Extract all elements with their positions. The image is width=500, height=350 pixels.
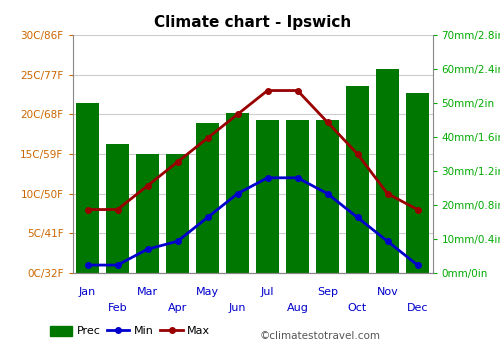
Text: Jan: Jan <box>79 287 96 297</box>
Text: Dec: Dec <box>407 303 428 313</box>
Text: Aug: Aug <box>286 303 308 313</box>
Text: Apr: Apr <box>168 303 187 313</box>
Bar <box>106 144 129 273</box>
Text: Jul: Jul <box>261 287 274 297</box>
Text: Mar: Mar <box>137 287 158 297</box>
Text: Nov: Nov <box>376 287 398 297</box>
Text: Jun: Jun <box>229 303 246 313</box>
Legend: Prec, Min, Max: Prec, Min, Max <box>46 321 214 341</box>
Text: May: May <box>196 287 219 297</box>
Text: Sep: Sep <box>317 287 338 297</box>
Bar <box>76 103 99 273</box>
Title: Climate chart - Ipswich: Climate chart - Ipswich <box>154 15 351 30</box>
Bar <box>226 113 249 273</box>
Bar <box>316 120 339 273</box>
Bar <box>256 120 279 273</box>
Text: Oct: Oct <box>348 303 367 313</box>
Bar <box>346 86 369 273</box>
Text: Feb: Feb <box>108 303 128 313</box>
Bar <box>136 154 159 273</box>
Bar <box>376 69 399 273</box>
Bar <box>196 124 219 273</box>
Bar <box>286 120 309 273</box>
Bar <box>406 93 429 273</box>
Text: ©climatestotravel.com: ©climatestotravel.com <box>260 331 381 341</box>
Bar <box>166 154 189 273</box>
